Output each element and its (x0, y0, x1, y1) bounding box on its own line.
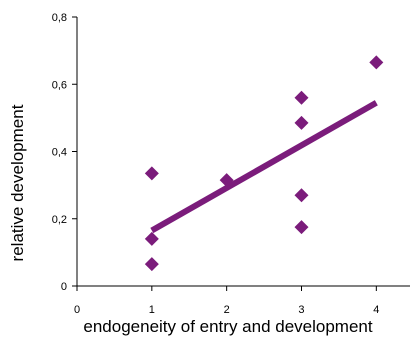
x-axis-title: endogeneity of entry and development (83, 317, 372, 336)
data-point (219, 173, 234, 188)
x-tick-label: 4 (373, 304, 379, 316)
y-axis: 0 0,2 0,4 0,6 0,8 (52, 12, 78, 293)
y-tick-label: 0 (61, 281, 67, 293)
x-tick-label: 3 (298, 304, 304, 316)
y-tick-label: 0,6 (52, 79, 67, 91)
data-point (144, 166, 159, 181)
data-points (144, 55, 384, 272)
trendline-group (150, 100, 378, 234)
y-tick-label: 0,2 (52, 214, 67, 226)
x-tick-label: 0 (74, 304, 80, 316)
data-point (144, 231, 159, 246)
y-axis-title: relative development (8, 104, 27, 261)
data-point (294, 220, 309, 235)
x-tick-label: 1 (149, 304, 155, 316)
data-point (294, 115, 309, 130)
data-point (369, 55, 384, 70)
y-tick-label: 0,4 (52, 147, 67, 159)
data-point (144, 257, 159, 272)
x-tick-label: 2 (224, 304, 230, 316)
data-point (294, 90, 309, 105)
data-point (294, 188, 309, 203)
x-axis: 0 1 2 3 4 (74, 285, 410, 316)
y-tick-label: 0,8 (52, 12, 67, 24)
trendline (150, 100, 378, 234)
